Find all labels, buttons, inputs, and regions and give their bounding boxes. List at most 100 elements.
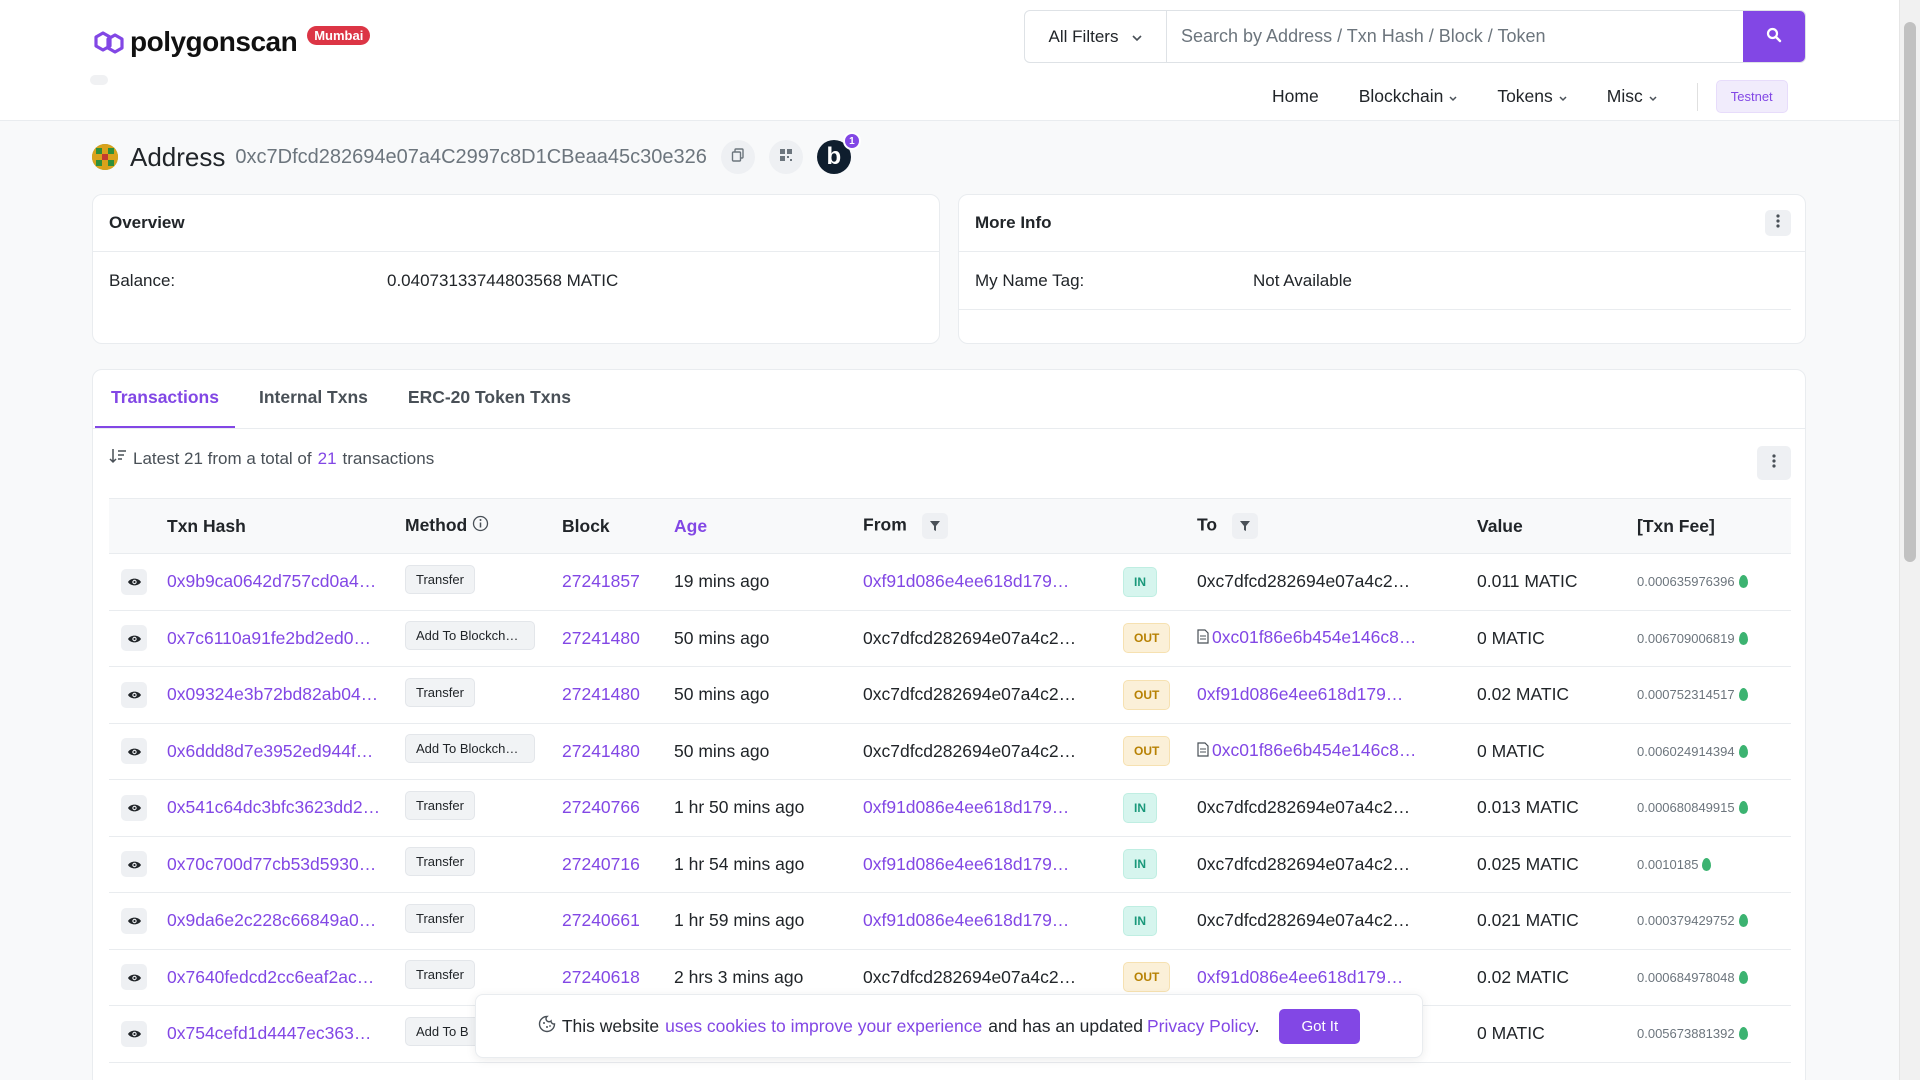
blockscan-b-label: b (826, 143, 842, 170)
qr-code-button[interactable] (768, 140, 803, 174)
txn-hash-link[interactable]: 0x7c6110a91fe2bd2ed0… (167, 610, 405, 667)
network-badge: Mumbai (307, 25, 371, 45)
more-info-card: More Info My Name Tag: Not Available (958, 194, 1806, 344)
summary-suffix: transactions (342, 448, 435, 468)
method-cell: Add To Blockchai… (405, 723, 562, 780)
tab-transactions[interactable]: Transactions (95, 387, 235, 428)
search-filter-dropdown[interactable]: All Filters (1025, 11, 1167, 62)
from-address[interactable]: 0xf91d086e4ee618d179… (863, 779, 1123, 837)
search-placeholder: Search by Address / Txn Hash / Block / T… (1181, 26, 1546, 46)
row-eye-cell (109, 666, 167, 724)
table-row: 0x541c64dc3bfc3623dd2… Transfer 27240766 1 … (109, 779, 1791, 837)
got-it-button[interactable]: Got It (1279, 1008, 1361, 1044)
txn-hash-link[interactable]: 0x9b9ca0642d757cd0a4… (167, 553, 405, 611)
value-cell: 0.011 MATIC (1477, 553, 1637, 611)
method-cell: Transfer (405, 892, 562, 950)
blockscan-chat-button[interactable]: b 1 (816, 132, 861, 174)
to-address-text: 0xc01f86e6b454e146c8… (1212, 740, 1417, 761)
from-address[interactable]: 0xf91d086e4ee618d179… (863, 553, 1123, 611)
block-link[interactable]: 27241480 (562, 723, 674, 780)
table-options-button[interactable] (1757, 446, 1791, 480)
method-badge: Transfer (405, 790, 475, 820)
to-address[interactable]: 0xc01f86e6b454e146c8… (1197, 723, 1477, 780)
transactions-table: Txn Hash Method Block Age From (109, 498, 1791, 1063)
chevron-down-icon (1449, 86, 1457, 107)
from-address[interactable]: 0xf91d086e4ee618d179… (863, 892, 1123, 950)
block-link[interactable]: 27241857 (562, 553, 674, 611)
value-cell: 0 MATIC (1477, 610, 1637, 667)
view-details-button[interactable] (121, 1020, 147, 1047)
txn-hash-link[interactable]: 0x09324e3b72bd82ab04… (167, 666, 405, 724)
testnet-button[interactable]: Testnet (1715, 80, 1788, 113)
info-icon[interactable] (472, 515, 489, 537)
summary-count-link[interactable]: 21 (317, 448, 337, 468)
nav-home[interactable]: Home (1272, 86, 1319, 107)
block-link[interactable]: 27240661 (562, 892, 674, 950)
page-scrollbar[interactable] (1899, 0, 1920, 1080)
header-age[interactable]: Age (674, 515, 708, 536)
copy-address-button[interactable] (720, 140, 755, 174)
block-link[interactable]: 27240766 (562, 779, 674, 837)
to-address[interactable]: 0xf91d086e4ee618d179… (1197, 666, 1477, 724)
search-button[interactable] (1743, 11, 1805, 62)
view-details-button[interactable] (121, 625, 147, 652)
nav-blockchain[interactable]: Blockchain (1359, 86, 1458, 107)
to-filter-button[interactable] (1231, 513, 1258, 539)
txn-hash-link[interactable]: 0x541c64dc3bfc3623dd2… (167, 779, 405, 837)
nav-misc[interactable]: Misc (1607, 86, 1657, 107)
privacy-policy-link[interactable]: Privacy Policy (1146, 1015, 1255, 1036)
block-link[interactable]: 27241480 (562, 666, 674, 724)
view-details-button[interactable] (121, 738, 147, 765)
tab-bar: Transactions Internal Txns ERC-20 Token … (93, 370, 1805, 429)
txn-hash-link[interactable]: 0x9da6e2c228c66849a0… (167, 892, 405, 950)
view-details-button[interactable] (121, 681, 147, 708)
main-nav: Home Blockchain Tokens Misc Testnet (1272, 80, 1788, 113)
method-cell: Add To Blockchai… (405, 610, 562, 667)
site-header: polygonscan Mumbai All Filters Search by… (0, 0, 1899, 121)
from-address[interactable]: 0xf91d086e4ee618d179… (863, 836, 1123, 893)
scrollbar-thumb[interactable] (1904, 22, 1916, 562)
view-details-button[interactable] (121, 568, 147, 595)
balance-row: Balance: 0.04073133744803568 MATIC (93, 252, 939, 310)
block-link[interactable]: 27241480 (562, 610, 674, 667)
direction-badge: OUT (1123, 962, 1171, 993)
to-address: 0xc7dfcd282694e07a4c2… (1197, 836, 1477, 893)
tab-internal-txns[interactable]: Internal Txns (258, 387, 368, 407)
more-info-title: More Info (975, 213, 1052, 232)
more-options-button[interactable] (1765, 210, 1791, 236)
from-filter-button[interactable] (921, 513, 948, 539)
block-link[interactable]: 27240716 (562, 836, 674, 893)
from-address: 0xc7dfcd282694e07a4c2… (863, 723, 1123, 780)
txn-fee-value: 0.006024914394 (1637, 743, 1735, 759)
fee-cell: 0.0010185 (1637, 836, 1791, 893)
to-address: 0xc7dfcd282694e07a4c2… (1197, 779, 1477, 837)
txn-hash-link[interactable]: 0x6ddd8d7e3952ed944f… (167, 723, 405, 780)
site-logo[interactable]: polygonscan Mumbai (92, 25, 371, 58)
view-details-button[interactable] (121, 907, 147, 934)
view-details-button[interactable] (121, 964, 147, 991)
row-eye-cell (109, 1005, 167, 1063)
txn-hash-link[interactable]: 0x70c700d77cb53d5930… (167, 836, 405, 893)
kebab-icon (1776, 213, 1780, 233)
search-input[interactable]: Search by Address / Txn Hash / Block / T… (1167, 11, 1743, 62)
value-cell: 0.02 MATIC (1477, 949, 1637, 1006)
txn-hash-link[interactable]: 0x7640fedcd2cc6eaf2ac… (167, 949, 405, 1006)
cookie-policy-link[interactable]: uses cookies to improve your experience (665, 1015, 983, 1036)
view-details-button[interactable] (121, 851, 147, 878)
txn-fee: 0.000684978048 (1637, 970, 1791, 985)
gas-icon (1738, 801, 1748, 815)
txn-hash-link[interactable]: 0x754cefd1d4447ec363… (167, 1005, 405, 1063)
direction-badge: IN (1123, 849, 1157, 880)
tab-erc20-token-txns[interactable]: ERC-20 Token Txns (407, 387, 571, 407)
table-row: 0x7c6110a91fe2bd2ed0… Add To Blockchai… 27… (109, 610, 1791, 667)
to-address[interactable]: 0xc01f86e6b454e146c8… (1197, 610, 1477, 667)
fee-cell: 0.005673881392 (1637, 1005, 1791, 1063)
value-cell: 0 MATIC (1477, 723, 1637, 780)
fee-cell: 0.006024914394 (1637, 723, 1791, 780)
to-address-text: 0xc01f86e6b454e146c8… (1212, 627, 1417, 648)
filter-icon (1239, 516, 1251, 537)
nav-tokens[interactable]: Tokens (1497, 86, 1567, 107)
gas-icon (1738, 970, 1748, 984)
view-details-button[interactable] (121, 794, 147, 821)
direction-cell: OUT (1123, 610, 1197, 667)
